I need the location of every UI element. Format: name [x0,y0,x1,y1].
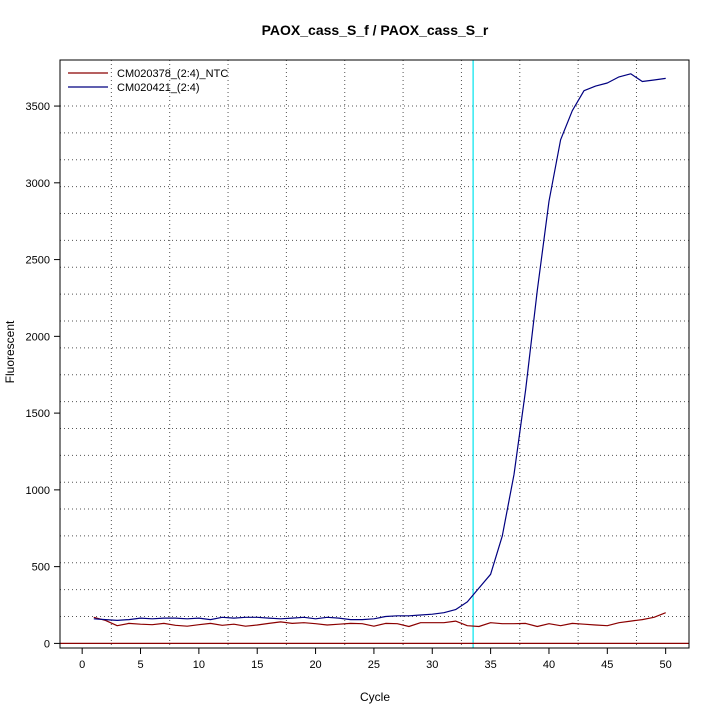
y-axis: 0 500 1000 1500 2000 2500 3000 3500 [26,101,60,650]
y-axis-label: Fluorescent [3,320,17,383]
x-axis-label: Cycle [360,690,390,704]
series-line-1 [93,612,666,628]
plot-frame [59,59,690,649]
legend-label-2: CM020421_(2:4) [117,82,200,94]
threshold-layer [60,60,689,648]
x-tick-label: 35 [484,659,496,671]
x-tick-label: 30 [426,659,438,671]
y-tick-label: 3500 [26,101,50,113]
x-tick-label: 0 [79,659,85,671]
plot-border [59,59,690,649]
y-tick-label: 1500 [26,408,50,420]
y-tick-label: 2500 [26,255,50,267]
legend: CM020378_(2:4)_NTC CM020421_(2:4) [68,68,228,94]
y-tick-label: 2000 [26,331,50,343]
chart-title: PAOX_cass_S_f / PAOX_cass_S_r [262,22,489,38]
x-tick-label: 5 [137,659,143,671]
grid-lines [60,60,689,648]
x-tick-label: 40 [543,659,555,671]
y-tick-label: 3000 [26,178,50,190]
x-tick-label: 10 [193,659,205,671]
series-lines [93,73,666,628]
x-tick-label: 25 [368,659,380,671]
y-tick-label: 1000 [26,485,50,497]
y-tick-label: 500 [32,562,50,574]
x-tick-label: 20 [309,659,321,671]
y-tick-label: 0 [44,638,50,650]
x-tick-label: 15 [251,659,263,671]
series-line-2 [93,73,666,622]
x-axis: 0 5 10 15 20 25 30 35 40 45 50 [79,648,672,671]
x-tick-label: 50 [660,659,672,671]
x-tick-label: 45 [601,659,613,671]
legend-label-1: CM020378_(2:4)_NTC [117,68,228,80]
